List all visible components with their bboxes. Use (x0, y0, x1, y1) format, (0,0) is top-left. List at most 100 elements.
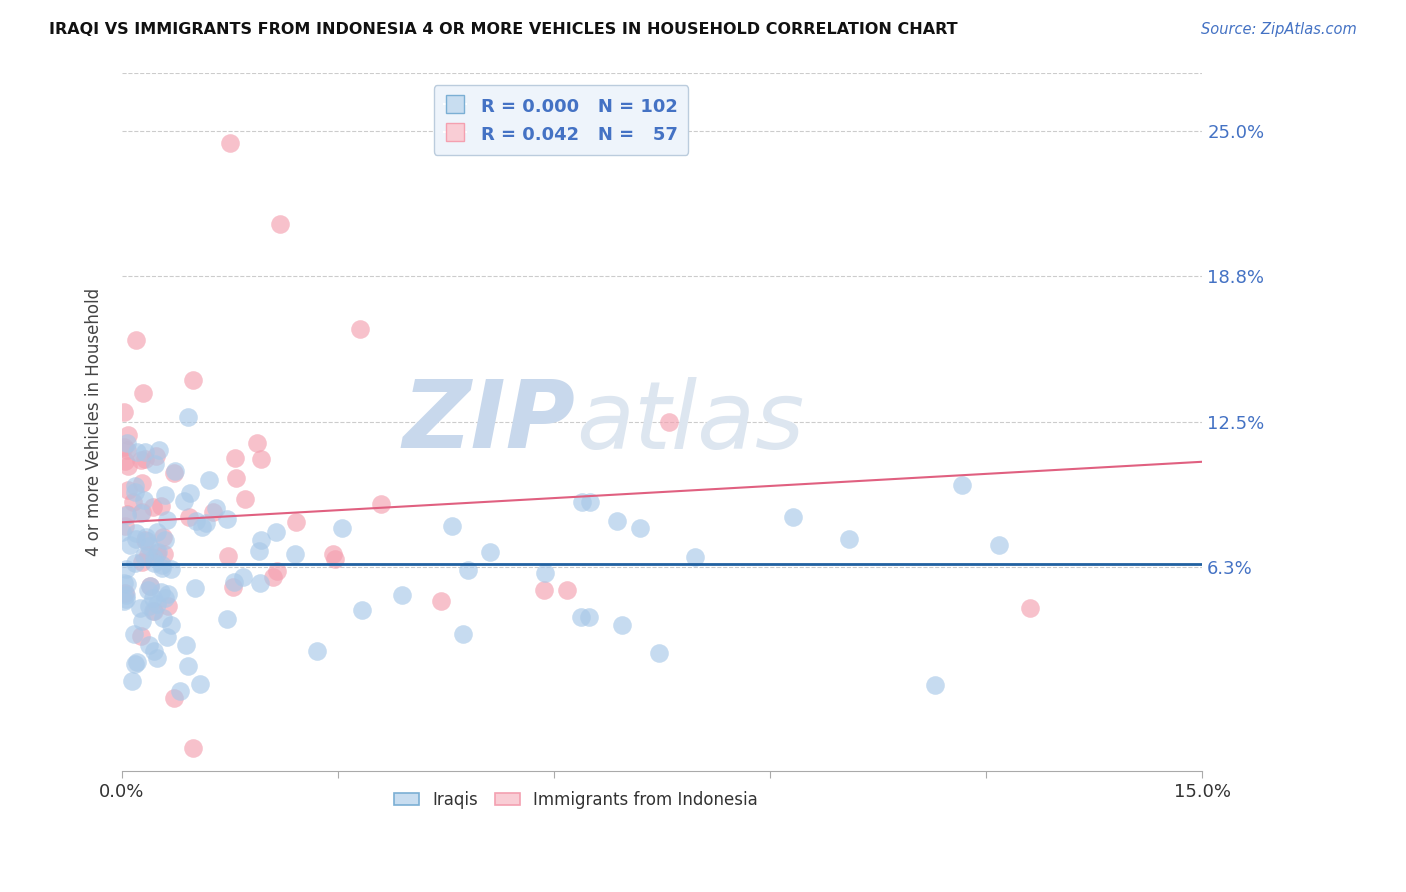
Point (578, 610, 600, 624)
Point (142, 591, 165, 606)
Point (557, 582, 579, 597)
Point (124, 657, 146, 672)
Point (177, 509, 200, 524)
Point (350, 602, 373, 616)
Point (146, 525, 169, 540)
Point (131, 614, 153, 628)
Point (153, 488, 176, 502)
Point (184, 514, 207, 528)
Point (111, 524, 134, 539)
Point (430, 594, 453, 608)
Text: Source: ZipAtlas.com: Source: ZipAtlas.com (1201, 22, 1357, 37)
Point (112, 594, 135, 608)
Point (174, 638, 197, 652)
Point (115, 562, 138, 576)
Point (142, 603, 165, 617)
Point (143, 644, 166, 658)
Point (782, 509, 804, 524)
Point (153, 533, 176, 547)
Point (117, 483, 139, 497)
Point (143, 604, 166, 618)
Point (606, 514, 628, 528)
Point (285, 515, 308, 529)
Point (191, 520, 214, 534)
Text: atlas: atlas (576, 376, 804, 467)
Point (125, 334, 148, 348)
Point (149, 585, 172, 599)
Point (159, 617, 181, 632)
Point (117, 428, 139, 442)
Point (131, 505, 153, 519)
Point (571, 495, 593, 509)
Point (264, 525, 287, 540)
Point (150, 499, 173, 513)
Y-axis label: 4 or more Vehicles in Household: 4 or more Vehicles in Household (86, 288, 103, 557)
Point (579, 494, 602, 508)
Point (177, 658, 200, 673)
Point (131, 555, 153, 569)
Point (249, 533, 271, 547)
Point (134, 493, 156, 508)
Point (169, 684, 191, 698)
Point (322, 547, 344, 561)
Point (112, 440, 135, 454)
Point (145, 651, 167, 665)
Point (132, 549, 155, 563)
Point (112, 575, 135, 590)
Point (146, 598, 169, 612)
Point (152, 530, 174, 544)
Point (145, 546, 167, 560)
Point (142, 500, 165, 514)
Point (988, 538, 1011, 552)
Point (148, 545, 170, 559)
Point (134, 533, 156, 548)
Point (349, 322, 371, 336)
Point (658, 415, 681, 429)
Point (150, 561, 173, 575)
Point (533, 582, 555, 597)
Point (142, 551, 165, 566)
Point (139, 579, 162, 593)
Point (160, 562, 183, 576)
Point (269, 217, 291, 231)
Text: ZIP: ZIP (404, 376, 576, 468)
Point (323, 551, 346, 566)
Point (117, 442, 139, 457)
Point (232, 570, 254, 584)
Point (330, 521, 353, 535)
Point (215, 612, 238, 626)
Point (247, 543, 270, 558)
Point (838, 532, 860, 546)
Point (370, 497, 392, 511)
Point (179, 486, 201, 500)
Point (440, 519, 463, 533)
Point (114, 454, 136, 468)
Point (205, 500, 228, 515)
Point (124, 478, 146, 492)
Point (479, 544, 502, 558)
Point (127, 445, 149, 459)
Point (569, 610, 592, 624)
Point (120, 538, 142, 552)
Point (534, 566, 557, 580)
Text: IRAQI VS IMMIGRANTS FROM INDONESIA 4 OR MORE VEHICLES IN HOUSEHOLD CORRELATION C: IRAQI VS IMMIGRANTS FROM INDONESIA 4 OR … (49, 22, 957, 37)
Point (114, 519, 136, 533)
Point (124, 484, 146, 499)
Point (155, 630, 177, 644)
Point (249, 576, 271, 591)
Point (156, 587, 179, 601)
Point (125, 526, 148, 541)
Point (176, 409, 198, 424)
Point (115, 588, 138, 602)
Point (138, 599, 160, 614)
Point (198, 473, 221, 487)
Point (152, 611, 174, 625)
Point (121, 494, 143, 508)
Point (145, 450, 167, 464)
Point (457, 563, 479, 577)
Point (143, 556, 166, 570)
Point (115, 508, 138, 522)
Point (647, 647, 669, 661)
Point (112, 405, 135, 419)
Point (225, 471, 247, 485)
